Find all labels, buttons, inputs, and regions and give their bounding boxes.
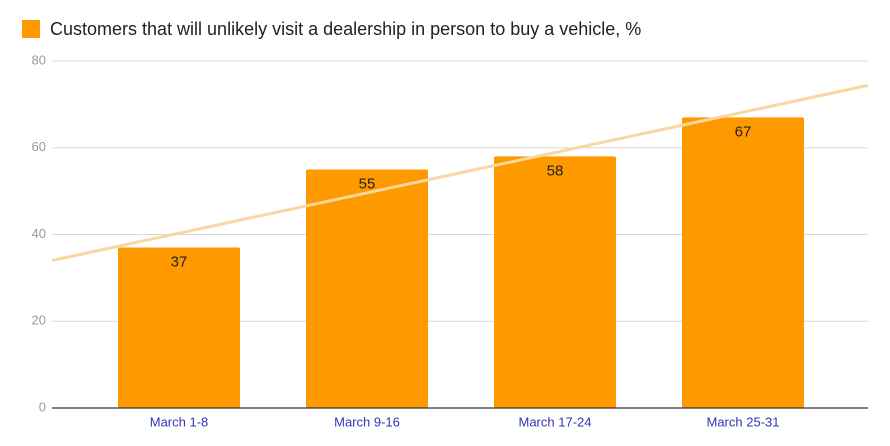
bar [494,156,616,408]
data-label: 55 [359,175,376,192]
x-tick-label: March 17-24 [519,414,592,429]
x-tick-label: March 1-8 [150,414,209,429]
bar [118,247,240,408]
trendline [51,83,869,262]
y-tick-label: 0 [39,399,46,414]
data-label: 67 [735,123,752,140]
y-tick-label: 40 [32,226,46,241]
y-tick-label: 60 [32,139,46,154]
x-tick-label: March 25-31 [707,414,780,429]
y-tick-label: 80 [32,52,46,67]
bar [306,169,428,408]
legend-swatch [22,20,40,38]
y-tick-label: 20 [32,313,46,328]
x-tick-label: March 9-16 [334,414,400,429]
legend-label: Customers that will unlikely visit a dea… [50,19,641,39]
data-label: 58 [547,162,564,179]
bar [682,117,804,408]
data-label: 37 [171,253,188,270]
